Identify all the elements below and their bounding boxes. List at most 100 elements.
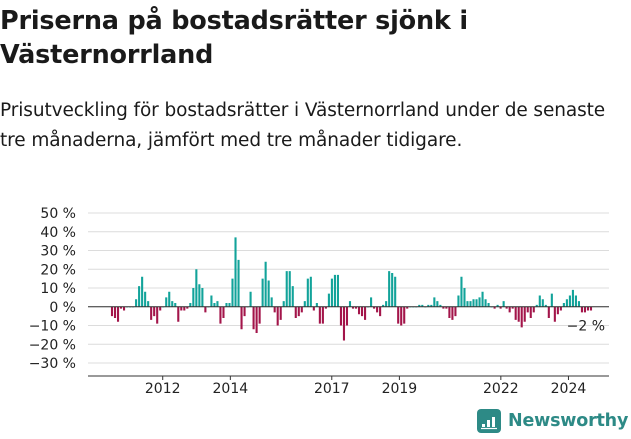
bar — [138, 286, 141, 307]
bar — [574, 295, 577, 307]
bar — [204, 306, 207, 313]
y-tick-label: 50 % — [40, 206, 76, 222]
bar — [258, 306, 261, 324]
bar — [183, 306, 186, 311]
bar — [364, 306, 367, 320]
bar — [273, 306, 276, 313]
bar — [285, 271, 288, 307]
bar — [394, 276, 397, 307]
bar — [433, 297, 436, 307]
bar — [306, 278, 309, 307]
bar — [255, 306, 258, 333]
bar — [261, 278, 264, 307]
bar — [113, 306, 117, 318]
bar — [225, 303, 228, 307]
bar-chart: 50 % 40 % 30 % 20 % 10 % 0 % −10 % −20 % −30 % 20… — [29, 206, 609, 397]
bar — [195, 269, 198, 307]
brand-name: Newsworthy — [508, 411, 629, 431]
bar — [508, 306, 511, 313]
bar — [345, 306, 349, 326]
bar — [342, 306, 346, 341]
bar — [150, 306, 153, 320]
y-tick-label: 20 % — [40, 262, 76, 278]
bar — [315, 303, 318, 307]
bar — [514, 306, 517, 320]
bar — [406, 306, 409, 309]
bar — [231, 278, 234, 307]
bar — [427, 304, 430, 307]
bar — [538, 295, 541, 307]
bar — [430, 304, 433, 307]
bar — [186, 306, 189, 309]
bar — [385, 301, 388, 307]
bar — [499, 306, 502, 309]
bar — [511, 306, 514, 309]
bar — [481, 291, 484, 307]
bar — [487, 303, 490, 307]
bar — [318, 306, 321, 324]
y-tick-label: −10 % — [29, 319, 76, 335]
bar — [267, 280, 270, 307]
x-tick-label: 2024 — [551, 381, 587, 397]
bar — [312, 306, 315, 311]
bar — [400, 306, 403, 326]
page-title: Priserna på bostadsrätter sjönk i Väster… — [0, 6, 468, 70]
bar — [276, 306, 279, 326]
x-tick-label: 2022 — [483, 381, 519, 397]
bar — [222, 306, 225, 318]
bar — [445, 306, 448, 309]
bar — [448, 306, 451, 318]
bar — [189, 303, 192, 307]
bar — [198, 284, 201, 307]
bar-layer — [110, 237, 593, 341]
bar — [520, 306, 523, 328]
bar — [571, 289, 574, 307]
brand: Newsworthy — [476, 406, 628, 436]
bar — [192, 288, 195, 307]
bar — [472, 299, 475, 307]
bar — [580, 306, 584, 313]
bar — [565, 299, 568, 307]
bar — [460, 276, 463, 307]
bar — [210, 295, 213, 307]
bar — [376, 306, 379, 313]
bar — [159, 306, 162, 311]
bar — [442, 306, 445, 309]
x-tick-label: 2014 — [213, 381, 249, 397]
bar — [351, 306, 355, 309]
bar — [282, 301, 285, 307]
bar — [418, 304, 421, 307]
bar — [502, 301, 505, 307]
y-tick-label: 10 % — [40, 281, 76, 297]
bar — [119, 306, 123, 309]
bar — [147, 301, 150, 307]
bar — [544, 304, 547, 307]
bar — [243, 306, 246, 317]
y-tick-label: 30 % — [40, 244, 76, 260]
bar — [228, 303, 231, 307]
bar — [541, 299, 544, 307]
bar — [388, 271, 391, 307]
y-tick-label: −30 % — [29, 356, 76, 372]
bar — [577, 301, 580, 307]
bar — [421, 304, 424, 307]
bar — [291, 286, 294, 307]
bar — [354, 306, 358, 309]
newsworthy-logo-icon — [477, 409, 501, 433]
bar — [478, 297, 481, 307]
bar — [439, 304, 442, 307]
bar — [589, 306, 593, 311]
bar — [517, 306, 520, 322]
bar — [493, 306, 496, 309]
bar — [297, 306, 300, 317]
x-tick-label: 2019 — [382, 381, 418, 397]
bar — [237, 259, 240, 307]
bar — [333, 274, 336, 307]
bar — [300, 306, 303, 313]
bar — [547, 306, 550, 318]
bar — [264, 261, 267, 307]
bar — [463, 288, 466, 307]
bar — [168, 291, 171, 307]
bar — [496, 304, 499, 307]
bar — [586, 306, 590, 311]
